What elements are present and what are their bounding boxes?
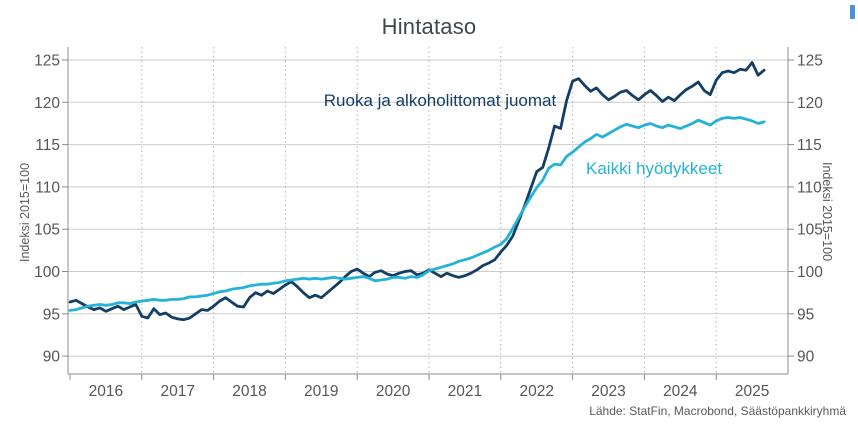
series-label-food: Ruoka ja alkoholittomat juomat bbox=[323, 91, 557, 110]
svg-text:2018: 2018 bbox=[232, 383, 266, 400]
svg-text:2021: 2021 bbox=[448, 383, 482, 400]
svg-text:100: 100 bbox=[797, 264, 823, 281]
series-line-food bbox=[68, 61, 766, 322]
series-line-all-items bbox=[68, 116, 766, 312]
svg-text:105: 105 bbox=[797, 222, 823, 239]
svg-text:90: 90 bbox=[797, 349, 815, 366]
svg-text:120: 120 bbox=[797, 95, 823, 112]
svg-text:2017: 2017 bbox=[160, 383, 194, 400]
y-axis-title-left: Indeksi 2015=100 bbox=[18, 162, 32, 262]
y-tick-labels-left: 90 95 100 105 110 115 120 125 bbox=[34, 53, 60, 366]
svg-text:2024: 2024 bbox=[663, 383, 698, 400]
svg-text:95: 95 bbox=[43, 306, 60, 323]
svg-text:2025: 2025 bbox=[735, 383, 769, 400]
svg-text:95: 95 bbox=[797, 306, 814, 323]
y-axis-title-right: Indeksi 2015=100 bbox=[820, 162, 834, 262]
svg-text:105: 105 bbox=[34, 222, 60, 239]
chart-title: Hintataso bbox=[381, 14, 477, 39]
svg-text:100: 100 bbox=[34, 264, 60, 281]
svg-text:2019: 2019 bbox=[304, 383, 338, 400]
svg-text:2023: 2023 bbox=[591, 383, 625, 400]
svg-text:2020: 2020 bbox=[376, 383, 411, 400]
series-label-all-items: Kaikki hyödykkeet bbox=[586, 159, 723, 178]
svg-text:2016: 2016 bbox=[89, 383, 123, 400]
svg-text:125: 125 bbox=[34, 53, 60, 70]
axes bbox=[67, 47, 789, 375]
vertical-gridlines bbox=[141, 47, 717, 374]
svg-text:125: 125 bbox=[797, 53, 823, 70]
svg-text:90: 90 bbox=[43, 349, 61, 366]
svg-text:110: 110 bbox=[797, 179, 822, 196]
source-note: Lähde: StatFin, Macrobond, Säästöpankkir… bbox=[589, 404, 846, 418]
svg-text:115: 115 bbox=[35, 137, 60, 154]
tick-marks bbox=[62, 59, 794, 380]
y-tick-labels-right: 90 95 100 105 110 115 120 125 bbox=[797, 53, 823, 366]
svg-text:2022: 2022 bbox=[519, 383, 553, 400]
svg-text:120: 120 bbox=[34, 95, 60, 112]
x-tick-labels: 2016 2017 2018 2019 2020 2021 2022 2023 2024 2025 bbox=[89, 383, 770, 400]
svg-text:110: 110 bbox=[35, 179, 60, 196]
screen-edge-artifact bbox=[850, 5, 855, 19]
svg-text:115: 115 bbox=[797, 137, 822, 154]
